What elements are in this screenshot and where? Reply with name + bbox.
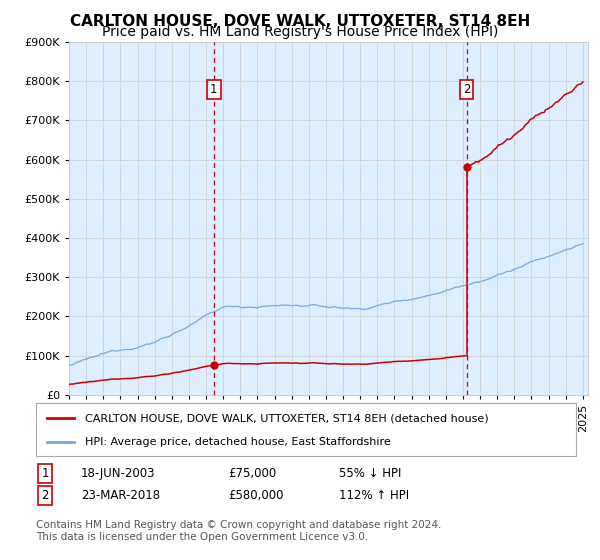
Text: Price paid vs. HM Land Registry's House Price Index (HPI): Price paid vs. HM Land Registry's House …	[102, 25, 498, 39]
Text: This data is licensed under the Open Government Licence v3.0.: This data is licensed under the Open Gov…	[36, 532, 368, 542]
Text: 55% ↓ HPI: 55% ↓ HPI	[339, 466, 401, 480]
Text: 1: 1	[41, 466, 49, 480]
Text: 112% ↑ HPI: 112% ↑ HPI	[339, 489, 409, 502]
Text: HPI: Average price, detached house, East Staffordshire: HPI: Average price, detached house, East…	[85, 436, 391, 446]
Text: 23-MAR-2018: 23-MAR-2018	[81, 489, 160, 502]
Text: 18-JUN-2003: 18-JUN-2003	[81, 466, 155, 480]
Text: CARLTON HOUSE, DOVE WALK, UTTOXETER, ST14 8EH (detached house): CARLTON HOUSE, DOVE WALK, UTTOXETER, ST1…	[85, 413, 488, 423]
Text: Contains HM Land Registry data © Crown copyright and database right 2024.: Contains HM Land Registry data © Crown c…	[36, 520, 442, 530]
Text: £75,000: £75,000	[228, 466, 276, 480]
Text: 1: 1	[210, 83, 218, 96]
Text: £580,000: £580,000	[228, 489, 284, 502]
Text: 2: 2	[463, 83, 470, 96]
Text: CARLTON HOUSE, DOVE WALK, UTTOXETER, ST14 8EH: CARLTON HOUSE, DOVE WALK, UTTOXETER, ST1…	[70, 14, 530, 29]
Text: 2: 2	[41, 489, 49, 502]
